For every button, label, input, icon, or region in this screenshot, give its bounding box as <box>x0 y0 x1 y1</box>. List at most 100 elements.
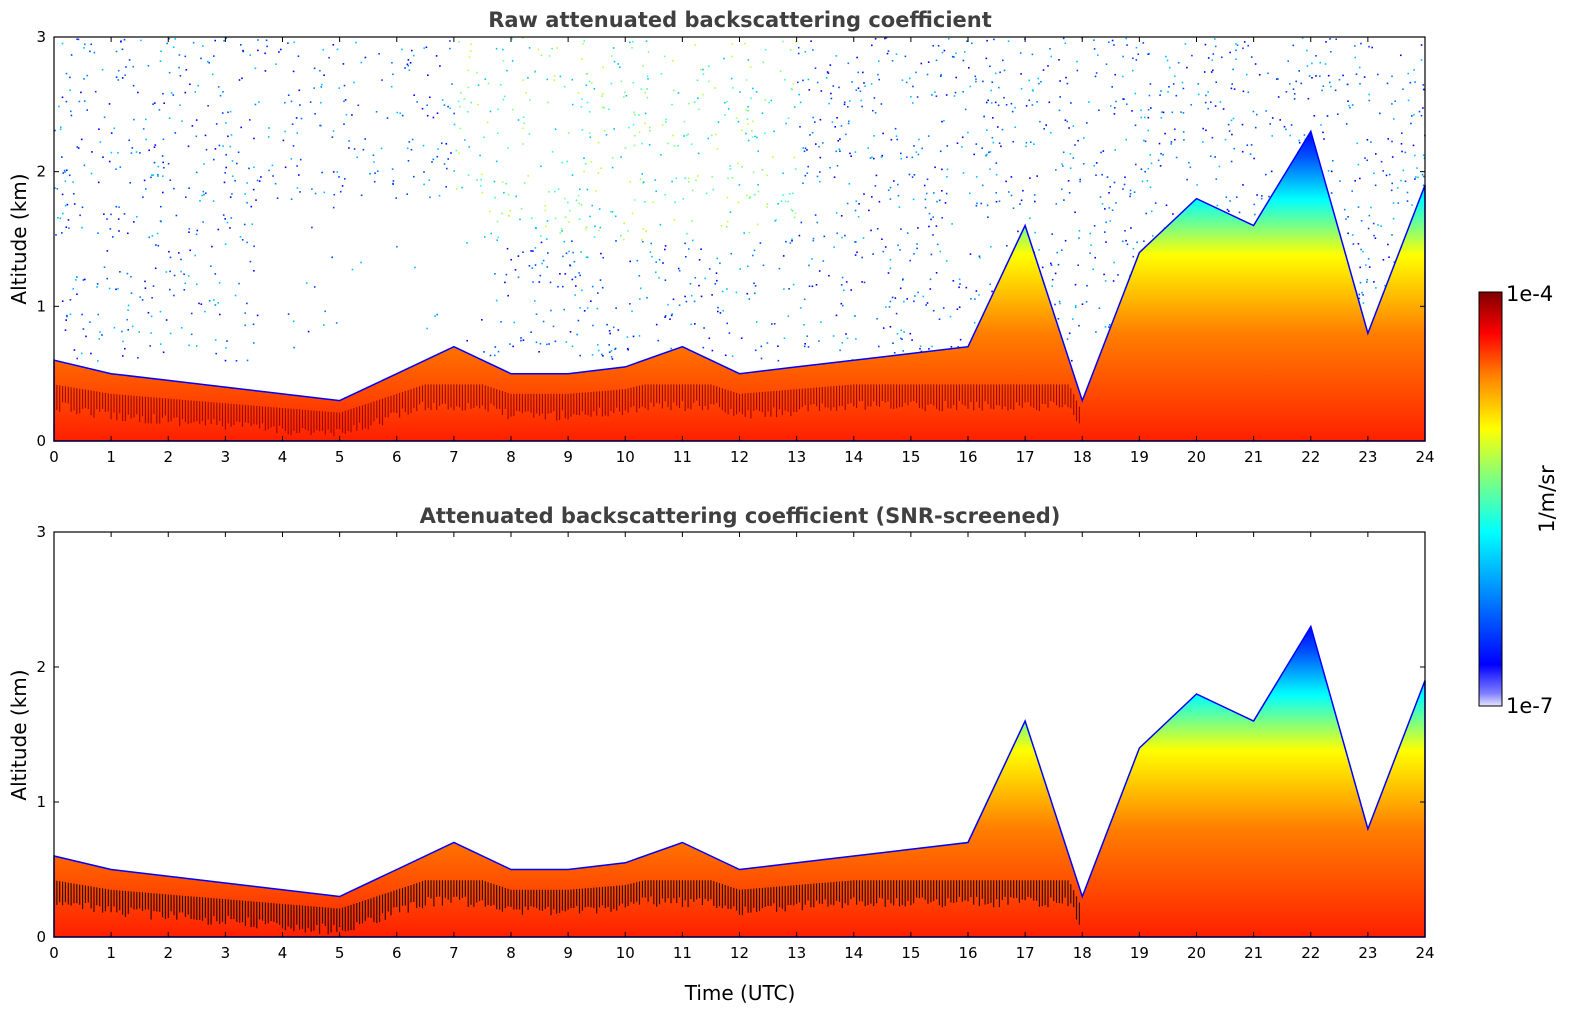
noise-speck <box>168 117 171 119</box>
noise-speck <box>396 245 398 248</box>
noise-speck <box>1077 264 1079 266</box>
noise-speck <box>861 281 863 283</box>
noise-speck <box>1301 37 1304 39</box>
noise-speck <box>836 117 838 119</box>
noise-speck <box>1377 224 1379 226</box>
noise-speck <box>219 313 221 316</box>
noise-speck <box>483 136 485 139</box>
noise-speck <box>647 78 649 80</box>
noise-speck <box>1380 160 1383 163</box>
noise-speck <box>916 247 918 250</box>
x-tick-label: 9 <box>563 944 573 962</box>
noise-speck <box>612 47 615 49</box>
noise-speck <box>726 322 728 325</box>
noise-speck <box>1265 173 1267 176</box>
noise-speck <box>554 128 557 130</box>
noise-speck <box>853 315 856 317</box>
noise-speck <box>841 276 844 279</box>
noise-speck <box>771 323 773 325</box>
noise-speck <box>811 258 813 260</box>
noise-speck <box>678 304 681 306</box>
noise-speck <box>1019 52 1022 54</box>
noise-speck <box>606 323 608 326</box>
noise-speck <box>568 250 570 253</box>
noise-speck <box>241 77 243 80</box>
noise-speck <box>854 151 857 153</box>
noise-speck <box>97 313 99 316</box>
x-tick-label: 13 <box>787 944 806 962</box>
noise-speck <box>1391 182 1393 185</box>
x-tick-label: 9 <box>563 448 573 466</box>
noise-speck <box>724 101 726 104</box>
noise-speck <box>812 49 814 51</box>
noise-speck <box>585 84 588 87</box>
noise-speck <box>985 101 988 104</box>
noise-speck <box>532 250 534 252</box>
noise-speck <box>250 205 253 208</box>
noise-speck <box>1097 54 1099 56</box>
noise-speck <box>671 313 674 315</box>
noise-speck <box>711 134 713 137</box>
noise-speck <box>997 126 999 128</box>
noise-speck <box>674 201 676 204</box>
noise-speck <box>254 67 257 70</box>
noise-speck <box>915 151 918 153</box>
noise-speck <box>784 200 787 203</box>
noise-speck <box>296 187 299 189</box>
noise-speck <box>223 181 226 184</box>
noise-speck <box>571 278 574 281</box>
noise-speck <box>591 285 594 288</box>
noise-speck <box>1102 150 1105 152</box>
noise-speck <box>83 78 85 80</box>
noise-speck <box>714 87 717 89</box>
noise-speck <box>1066 82 1069 85</box>
noise-speck <box>1298 141 1301 144</box>
noise-speck <box>115 76 118 78</box>
noise-speck <box>1420 44 1423 46</box>
noise-speck <box>1074 144 1076 146</box>
noise-speck <box>203 193 205 196</box>
noise-speck <box>552 325 555 328</box>
noise-speck <box>73 203 76 205</box>
noise-speck <box>1218 165 1221 168</box>
noise-speck <box>697 175 699 177</box>
noise-speck <box>1104 208 1106 210</box>
noise-speck <box>1238 211 1241 214</box>
noise-speck <box>816 81 819 84</box>
panel-raw-dark-layer <box>53 384 1080 437</box>
noise-speck <box>1122 240 1124 243</box>
noise-speck <box>348 140 350 142</box>
noise-speck <box>202 45 204 47</box>
noise-speck <box>1269 123 1271 125</box>
noise-speck <box>746 118 749 120</box>
noise-speck <box>103 266 106 268</box>
noise-speck <box>96 286 98 288</box>
noise-speck <box>1260 197 1263 200</box>
noise-speck <box>577 194 580 197</box>
noise-speck <box>1076 60 1078 63</box>
noise-speck <box>909 77 911 80</box>
noise-speck <box>1292 88 1295 90</box>
noise-speck <box>1256 113 1258 116</box>
panel-screened-title: Attenuated backscattering coefficient (S… <box>420 504 1061 528</box>
noise-speck <box>58 105 60 108</box>
noise-speck <box>574 276 577 278</box>
noise-speck <box>84 43 86 46</box>
noise-speck <box>522 143 524 145</box>
noise-speck <box>639 298 641 300</box>
noise-speck <box>213 299 215 301</box>
noise-speck <box>1421 173 1424 176</box>
noise-speck <box>124 347 126 350</box>
noise-speck <box>184 55 187 58</box>
noise-speck <box>567 201 569 204</box>
noise-speck <box>145 118 147 121</box>
noise-speck <box>1279 119 1281 121</box>
noise-speck <box>102 156 104 158</box>
noise-speck <box>476 71 478 74</box>
noise-speck <box>912 102 914 104</box>
noise-speck <box>503 191 505 194</box>
noise-speck <box>814 67 817 69</box>
noise-speck <box>1125 37 1127 40</box>
noise-speck <box>97 232 99 234</box>
noise-speck <box>617 329 620 331</box>
